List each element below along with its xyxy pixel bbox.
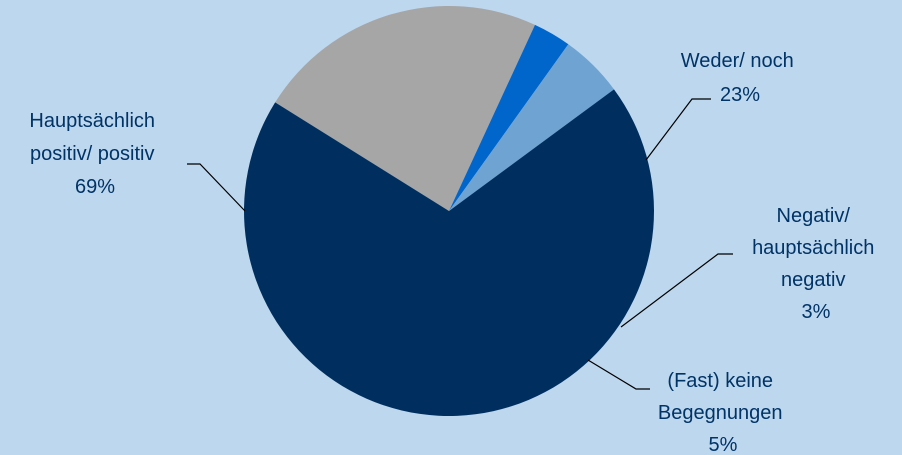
leader-lines	[187, 98, 733, 390]
label-negativ: Negativ/ hauptsächlich negativ 3%	[752, 205, 880, 323]
leader-line-negativ	[620, 253, 733, 328]
label-positiv: Hauptsächlich positiv/ positiv 69%	[29, 110, 160, 198]
slice-fast-keine	[449, 44, 614, 212]
slice-positiv	[243, 89, 654, 417]
slice-negativ	[449, 24, 569, 211]
label-fast-keine: (Fast) keine Begegnungen 5%	[658, 370, 788, 455]
label-weder-noch: Weder/ noch 23%	[681, 50, 800, 106]
pie-slices	[243, 6, 654, 417]
leader-line-weder	[645, 98, 711, 161]
slice-weder-noch	[275, 6, 535, 211]
leader-line-positiv	[187, 163, 246, 212]
slice-labels: Weder/ noch 23% Negativ/ hauptsächlich n…	[29, 50, 880, 455]
leader-line-fast-keine	[587, 359, 650, 390]
